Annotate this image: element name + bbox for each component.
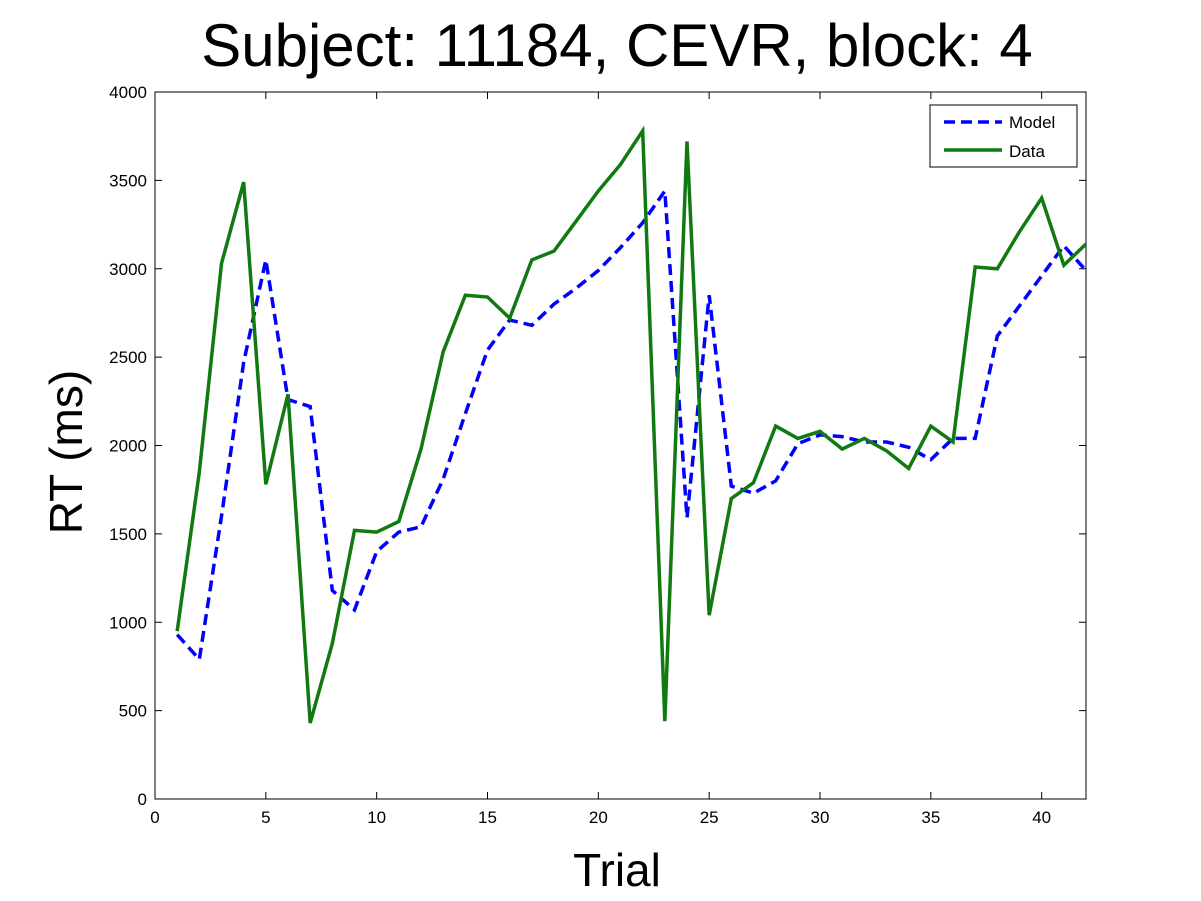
legend-box — [929, 104, 1078, 168]
x-axis: 0 5 10 15 20 25 30 35 40 — [150, 92, 1051, 827]
plot-area: 0 5 10 15 20 25 30 35 40 0 500 1000 1500 2000 2500 300… — [109, 83, 1087, 827]
legend-label-model: Model — [1009, 113, 1055, 132]
x-tick-label: 5 — [261, 808, 270, 827]
series-layer — [175, 125, 1086, 724]
x-tick-label: 15 — [478, 808, 497, 827]
x-tick-label: 10 — [367, 808, 386, 827]
series-line-model — [175, 185, 1086, 664]
y-axis: 0 500 1000 1500 2000 2500 3000 3500 4000 — [109, 83, 1086, 809]
x-tick-label: 20 — [589, 808, 608, 827]
y-tick-label: 3000 — [109, 260, 147, 279]
y-axis-label: RT (ms) — [40, 370, 92, 534]
y-tick-label: 2500 — [109, 348, 147, 367]
y-tick-label: 4000 — [109, 83, 147, 102]
x-tick-label: 35 — [921, 808, 940, 827]
legend-label-data: Data — [1009, 142, 1045, 161]
chart-title: Subject: 11184, CEVR, block: 4 — [201, 12, 1033, 79]
x-axis-label: Trial — [573, 844, 661, 896]
series-line-data — [175, 125, 1086, 724]
y-tick-label: 2000 — [109, 437, 147, 456]
x-tick-label: 40 — [1032, 808, 1051, 827]
y-tick-label: 1000 — [109, 613, 147, 632]
y-tick-label: 500 — [119, 702, 147, 721]
x-tick-label: 0 — [150, 808, 159, 827]
y-tick-label: 3500 — [109, 171, 147, 190]
legend: Model Data — [929, 104, 1078, 168]
x-tick-label: 30 — [811, 808, 830, 827]
y-tick-label: 0 — [138, 790, 147, 809]
x-tick-label: 25 — [700, 808, 719, 827]
y-tick-label: 1500 — [109, 525, 147, 544]
